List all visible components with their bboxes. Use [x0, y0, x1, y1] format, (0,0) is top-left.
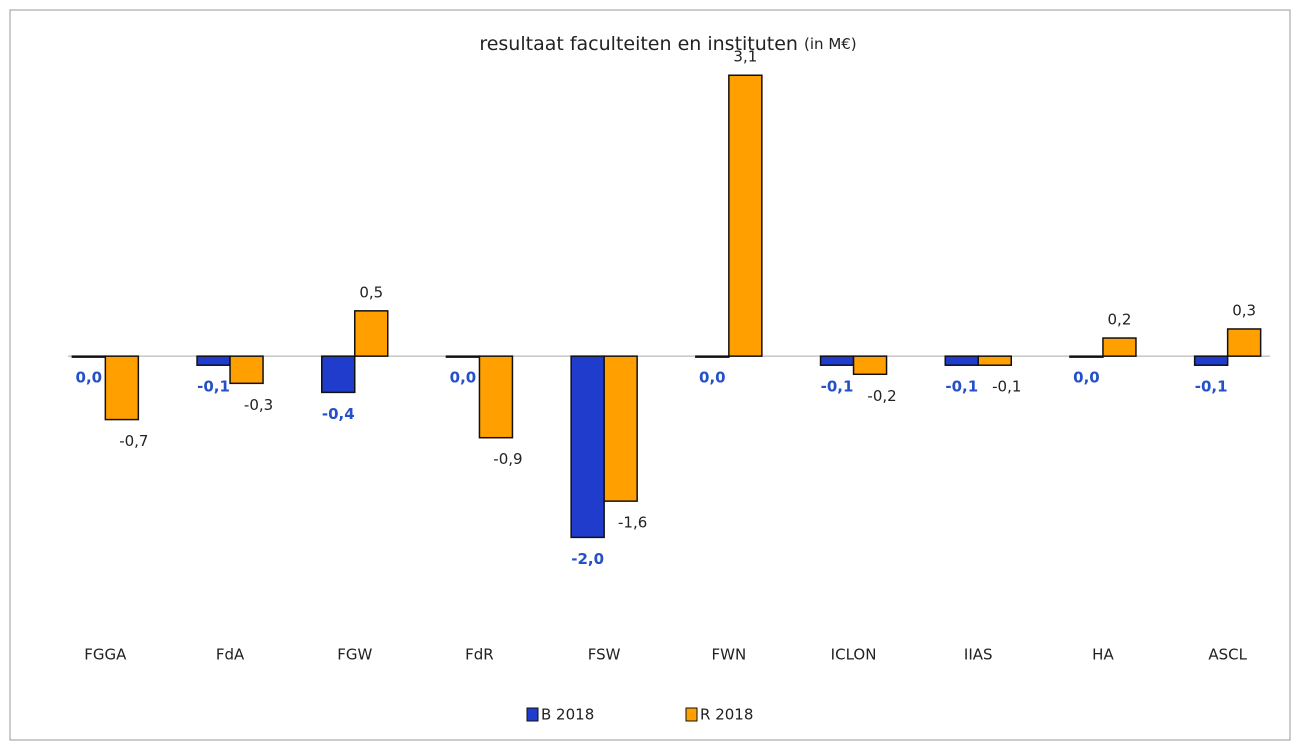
data-label: 0,2	[1108, 311, 1132, 329]
x-tick-label: FSW	[588, 646, 621, 664]
bar	[1102, 337, 1137, 357]
bar	[852, 355, 888, 376]
bar	[104, 355, 140, 421]
x-tick-label: FWN	[712, 646, 747, 664]
data-label: 0,0	[76, 369, 103, 387]
bar	[1069, 355, 1104, 358]
bar	[728, 74, 763, 357]
data-label: -0,7	[119, 432, 148, 450]
subtitle-text: (in M€)	[804, 35, 857, 53]
data-label: -0,1	[197, 378, 230, 396]
x-tick-label: FdR	[465, 646, 494, 664]
data-label: -0,1	[945, 378, 978, 396]
data-label: -0,1	[821, 378, 854, 396]
x-tick-label: FGW	[337, 646, 372, 664]
bar	[445, 355, 481, 358]
x-tick-label: IIAS	[964, 646, 993, 664]
legend-label: B 2018	[541, 706, 594, 724]
data-label: 0,0	[1073, 369, 1100, 387]
data-label: -0,1	[1195, 378, 1228, 396]
bar	[819, 355, 855, 366]
title-text: resultaat faculteiten en instituten	[479, 33, 798, 55]
x-tick-label: ASCL	[1208, 646, 1247, 664]
bar	[321, 355, 356, 394]
x-tick-label: HA	[1092, 646, 1114, 664]
bar	[71, 355, 107, 358]
x-tick-label: FdA	[216, 646, 245, 664]
data-label: 0,0	[699, 369, 726, 387]
chart-frame	[9, 9, 1291, 741]
data-label: 0,0	[450, 369, 477, 387]
bar	[944, 355, 979, 366]
data-label: -0,4	[322, 405, 355, 423]
bar	[354, 310, 389, 357]
bar	[1193, 355, 1229, 366]
legend-label: R 2018	[700, 706, 753, 724]
bar	[1226, 328, 1262, 357]
bar	[570, 355, 605, 539]
bar	[977, 355, 1012, 366]
bar	[196, 355, 231, 366]
legend-swatch	[685, 707, 698, 722]
bar	[695, 355, 730, 358]
data-label: -2,0	[571, 550, 604, 568]
chart-title: resultaat faculteiten en instituten (in …	[479, 33, 856, 55]
data-label: -0,3	[244, 396, 273, 414]
bar	[478, 355, 514, 439]
x-tick-label: ICLON	[831, 646, 877, 664]
data-label: 0,5	[359, 283, 383, 301]
x-tick-label: FGGA	[84, 646, 127, 664]
data-label: -1,6	[618, 514, 647, 532]
bar	[603, 355, 638, 502]
data-label: -0,1	[992, 378, 1021, 396]
legend-swatch	[526, 707, 539, 722]
data-label: -0,9	[493, 450, 522, 468]
bar	[229, 355, 264, 385]
data-label: -0,2	[867, 387, 896, 405]
data-label: 3,1	[733, 48, 757, 66]
data-label: 0,3	[1232, 301, 1256, 319]
